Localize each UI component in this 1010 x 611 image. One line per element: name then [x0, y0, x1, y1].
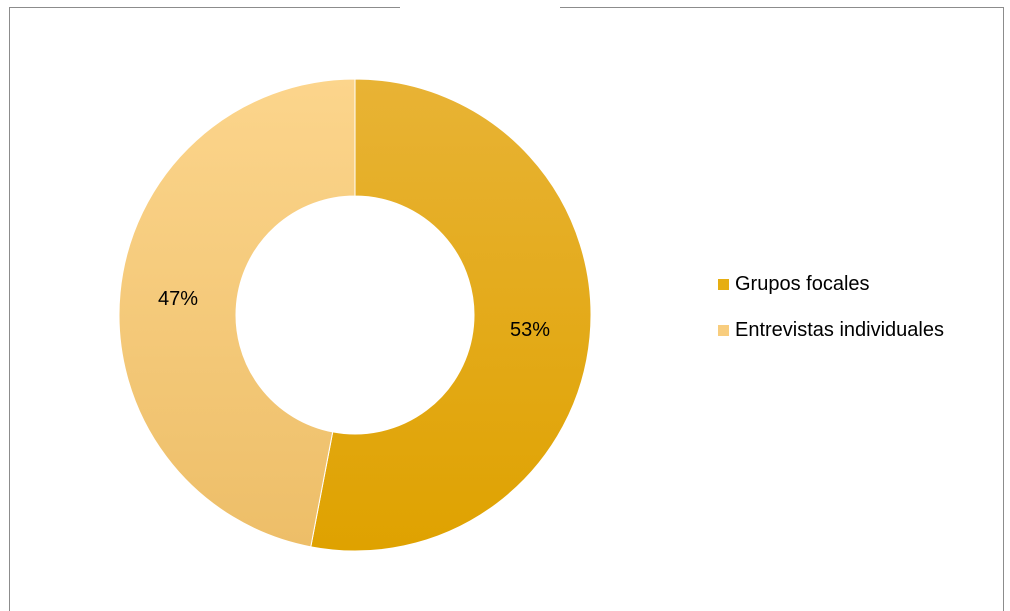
donut-slice-grupos-focales	[310, 78, 592, 552]
legend-item-grupos-focales: Grupos focales	[718, 272, 944, 296]
donut-slice-entrevistas-individuales	[118, 78, 356, 548]
legend-label: Grupos focales	[735, 272, 870, 295]
legend-label: Entrevistas individuales	[735, 318, 944, 341]
chart-legend: Grupos focales Entrevistas individuales	[718, 272, 944, 364]
data-label: 47%	[158, 288, 198, 310]
legend-swatch	[718, 324, 729, 336]
data-label: 53%	[510, 319, 550, 341]
legend-swatch	[718, 278, 729, 290]
legend-item-entrevistas-individuales: Entrevistas individuales	[718, 318, 944, 342]
chart-title	[400, 0, 560, 14]
